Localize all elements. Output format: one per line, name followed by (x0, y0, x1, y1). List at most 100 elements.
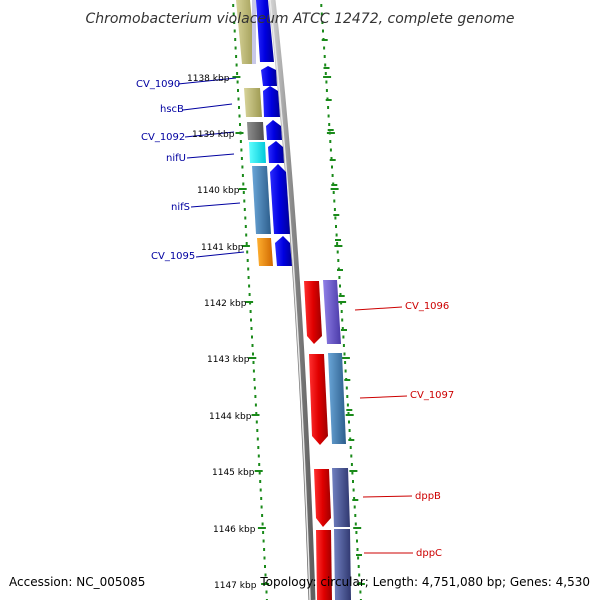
inner-ring-dot (258, 463, 261, 466)
outer-ring-dot (335, 225, 337, 228)
outer-ring-dot (333, 199, 336, 203)
gene-arrow-nifu[interactable] (268, 141, 284, 163)
gene-arrow-cv1096[interactable] (304, 281, 322, 344)
gene-label-cv1090[interactable]: CV_1090 (136, 79, 180, 90)
gene-label-nifs[interactable]: nifS (171, 202, 190, 213)
genome-backbone-highlight (269, 0, 311, 600)
gene-feature-purple-cv1096 (323, 280, 341, 344)
inner-ring-dot (247, 276, 250, 279)
kbp-label-1143: 1143 kbp (207, 355, 250, 365)
inner-ring-dot (236, 72, 239, 75)
outer-ring-dot (339, 293, 342, 296)
outer-ring-dot (353, 505, 356, 509)
inner-ring-dot (237, 97, 240, 101)
outer-ring-dot (344, 369, 347, 373)
outer-minor-tick (344, 379, 351, 381)
gene-label-hscb[interactable]: hscB (160, 104, 184, 115)
gene-label-nifu[interactable]: nifU (166, 153, 186, 164)
outer-kbp-tick (356, 583, 365, 585)
gene-arrow-cv1090[interactable] (261, 66, 277, 86)
outer-ring-dot (355, 531, 358, 534)
outer-ring-dot (331, 174, 334, 177)
outer-ring-dot (323, 46, 326, 50)
inner-ring-dot (242, 191, 245, 194)
outer-minor-tick (331, 184, 338, 186)
inner-ring-dot (253, 378, 256, 381)
outer-ring-dot (334, 216, 337, 220)
outer-ring-dot (320, 4, 323, 7)
inner-ring-dot (242, 182, 245, 186)
gene-arrow-hscb[interactable] (263, 86, 280, 117)
outer-ring-dot (342, 335, 345, 339)
gene-label-cv1095[interactable]: CV_1095 (151, 251, 195, 262)
inner-ring-dot (240, 148, 243, 152)
gene-label-cv1096[interactable]: CV_1096 (405, 301, 449, 312)
gene-arrow-nifs[interactable] (270, 164, 290, 234)
inner-kbp-tick (241, 245, 250, 247)
gene-feature-olive-top (236, 0, 256, 64)
outer-ring-dot (335, 233, 338, 237)
outer-ring-dot (346, 395, 349, 398)
outer-ring-dot (341, 318, 344, 322)
inner-ring-dot (256, 429, 259, 432)
outer-ring-dot (327, 106, 330, 109)
inner-ring-dot (254, 395, 257, 398)
gene-arrow-cv1095[interactable] (275, 236, 292, 266)
inner-ring-dot (233, 29, 236, 33)
accession-text: Accession: NC_005085 (9, 575, 145, 589)
gene-arrow-cv1092[interactable] (266, 120, 282, 140)
gene-label-dppc[interactable]: dppC (416, 548, 442, 559)
outer-ring-dot (345, 386, 348, 390)
outer-ring-dot (348, 429, 351, 432)
outer-ring-dot (325, 89, 328, 92)
gene-label-cv1097[interactable]: CV_1097 (410, 390, 454, 401)
gene-feature-steel-nifs (252, 166, 271, 234)
outer-ring-dot (344, 361, 347, 364)
gene-label-cv1092[interactable]: CV_1092 (141, 132, 185, 143)
outer-kbp-tick (338, 301, 347, 303)
inner-kbp-tick (251, 414, 260, 416)
outer-ring-dot (356, 539, 358, 543)
kbp-ticks (232, 39, 365, 585)
gene-arrow-dppc[interactable] (316, 530, 332, 600)
outer-minor-tick (346, 409, 353, 411)
gene-feature-gray-cv1092 (247, 122, 264, 140)
outer-minor-tick (325, 99, 332, 101)
outer-ring-dot (348, 420, 350, 424)
gene-feature-cyan-nifu (249, 142, 266, 163)
inner-kbp-tick (238, 188, 247, 190)
outer-ring-dot (342, 344, 345, 347)
left-label-lines (177, 77, 245, 258)
outer-ring-dot (356, 548, 359, 551)
inner-ring-dot (238, 106, 240, 109)
outer-minor-tick (337, 269, 343, 271)
inner-ring-dot (243, 199, 246, 203)
inner-ring-dot (262, 531, 265, 534)
inner-ring-dot (253, 386, 256, 390)
right-gene-features (304, 280, 351, 600)
inner-kbp-tick (232, 76, 241, 78)
gene-arrow-dppb[interactable] (314, 469, 331, 527)
outer-ring-dot (324, 72, 327, 75)
inner-ring-dot (243, 208, 246, 211)
inner-ring-dot (255, 412, 258, 415)
gene-label-dppb[interactable]: dppB (415, 491, 441, 502)
inner-kbp-tick (261, 583, 270, 585)
outer-minor-tick (329, 159, 336, 161)
inner-ring-dot (257, 454, 260, 458)
gene-arrow-cv1097[interactable] (309, 354, 328, 445)
outer-ring-dot (329, 148, 332, 152)
left-gene-labels: CV_1090 hscB CV_1092 nifU nifS CV_1095 (136, 79, 195, 262)
outer-ring-dot (359, 590, 362, 594)
outer-minor-tick (356, 554, 362, 556)
outer-kbp-tick (353, 527, 362, 529)
outer-ring-dot (338, 276, 341, 279)
left-gene-features (236, 0, 292, 266)
inner-ring-dot (245, 233, 248, 237)
outer-minor-tick (338, 295, 345, 297)
outer-ring-dot (333, 208, 336, 211)
outer-ring-dot (340, 310, 343, 313)
inner-ring-dot (260, 497, 263, 500)
